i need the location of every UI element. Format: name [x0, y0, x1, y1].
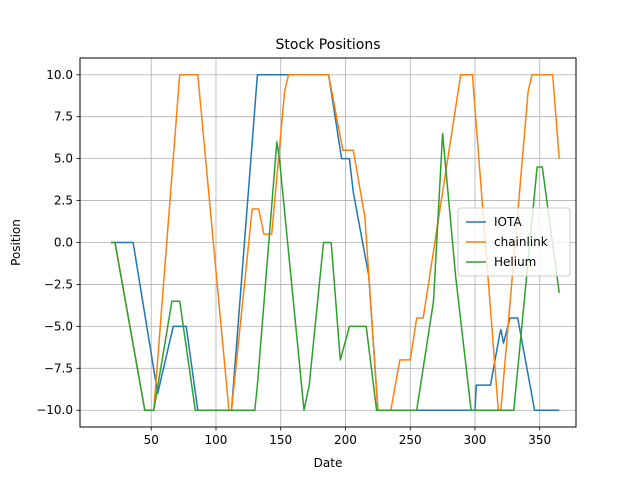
- legend-box: [457, 207, 571, 277]
- y-tick-label: 2.5: [54, 194, 73, 208]
- x-tick-label: 100: [205, 433, 228, 447]
- y-tick-label: −5.0: [44, 319, 73, 333]
- x-tick-label: 350: [528, 433, 551, 447]
- y-tick-label: 5.0: [54, 152, 73, 166]
- ticks: 50 100 150 200 250 300 350 −10.0 −7.5 −5.0 −2.5 0.0…: [36, 68, 551, 447]
- y-tick-label: −7.5: [44, 361, 73, 375]
- x-tick-label: 200: [334, 433, 357, 447]
- series-line-chainlink: [111, 74, 560, 411]
- legend: IOTA chainlink Helium: [457, 207, 571, 277]
- x-tick-label: 150: [269, 433, 292, 447]
- y-tick-label: 7.5: [54, 110, 73, 124]
- x-tick-label: 50: [144, 433, 159, 447]
- legend-label: chainlink: [494, 235, 548, 249]
- y-tick-label: −10.0: [36, 403, 73, 417]
- y-axis-label: Position: [9, 219, 23, 266]
- series-layer: [111, 74, 560, 411]
- x-tick-label: 250: [399, 433, 422, 447]
- grid: [80, 58, 576, 427]
- y-tick-label: 10.0: [46, 68, 73, 82]
- series-line-iota: [111, 74, 560, 411]
- legend-label: IOTA: [494, 215, 522, 229]
- legend-label: Helium: [494, 255, 536, 269]
- series-line-helium: [111, 132, 560, 411]
- y-tick-label: 0.0: [54, 236, 73, 250]
- x-tick-label: 300: [464, 433, 487, 447]
- x-axis-label: Date: [314, 456, 343, 470]
- y-tick-label: −2.5: [44, 277, 73, 291]
- chart-title: Stock Positions: [276, 37, 381, 53]
